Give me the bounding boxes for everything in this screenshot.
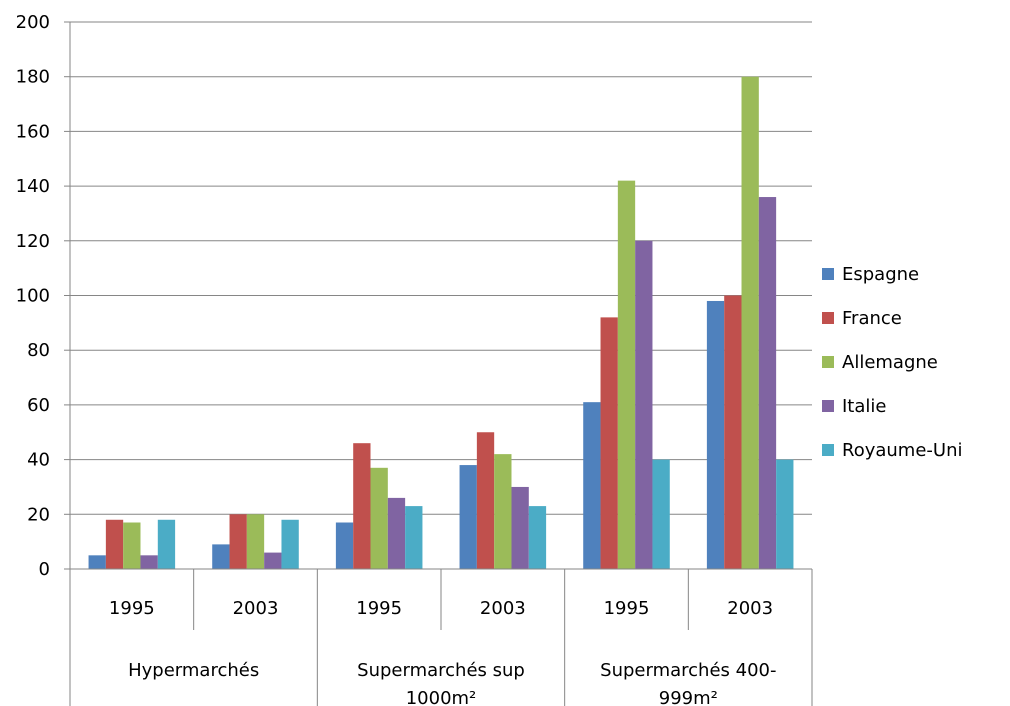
axes [64, 21, 813, 706]
bar-espagne [706, 300, 725, 569]
y-tick-label: 160 [16, 121, 50, 142]
legend-swatch [822, 268, 834, 280]
bar-royaume-uni [281, 519, 299, 569]
bar-italie [264, 552, 282, 569]
y-tick-label: 80 [27, 340, 50, 361]
x-year-label: 1995 [604, 598, 650, 619]
legend-label: Allemagne [842, 352, 938, 373]
y-tick-label: 120 [16, 231, 50, 252]
x-group-label: Supermarchés 400- [600, 660, 776, 681]
bar-espagne [88, 555, 106, 569]
bar-royaume-uni [652, 459, 670, 569]
legend-label: France [842, 308, 902, 329]
bar-espagne [583, 402, 601, 569]
legend-label: Italie [842, 396, 886, 417]
x-year-label: 1995 [109, 598, 155, 619]
bar-france [353, 443, 371, 569]
bar-france [229, 514, 247, 569]
y-tick-label: 140 [16, 176, 50, 197]
bar-allemagne [123, 522, 141, 569]
x-group-label: Hypermarchés [128, 660, 259, 681]
legend-swatch [822, 356, 834, 368]
y-tick-label: 40 [27, 450, 50, 471]
bar-italie [635, 240, 653, 570]
gridlines [70, 21, 812, 515]
bar-royaume-uni [157, 519, 176, 569]
bars [88, 76, 794, 570]
bar-allemagne [741, 76, 759, 569]
y-tick-label: 180 [16, 67, 50, 88]
bar-italie [511, 486, 529, 569]
x-year-label: 2003 [233, 598, 279, 619]
bar-royaume-uni [776, 459, 794, 569]
bar-france [600, 317, 618, 569]
legend-label: Espagne [842, 264, 919, 285]
bar-france [476, 432, 495, 569]
legend-swatch [822, 444, 834, 456]
y-axis-tick-labels: 0 20 40 60 80 100 120 140 160 180 200 [16, 12, 50, 580]
y-tick-label: 200 [16, 12, 50, 33]
bar-royaume-uni [528, 506, 547, 569]
x-year-label: 2003 [727, 598, 773, 619]
bar-royaume-uni [405, 506, 423, 569]
y-tick-label: 0 [39, 559, 50, 580]
x-year-label: 2003 [480, 598, 526, 619]
bar-italie [140, 555, 158, 569]
x-group-label: 999m² [659, 688, 718, 706]
y-tick-label: 60 [27, 395, 50, 416]
bar-espagne [335, 522, 354, 569]
bar-france [724, 295, 742, 569]
bar-allemagne [494, 454, 512, 569]
bar-allemagne [370, 467, 388, 569]
bar-allemagne [246, 514, 265, 569]
x-group-label: Supermarchés sup [357, 660, 525, 681]
x-axis-labels: 1995 2003 Hypermarchés 1995 2003 Supermarchés… [109, 598, 777, 706]
bar-espagne [459, 465, 477, 569]
x-group-label: 1000m² [406, 688, 477, 706]
bar-italie [387, 497, 406, 569]
bar-espagne [212, 544, 230, 569]
y-tick-label: 20 [27, 504, 50, 525]
x-year-label: 1995 [356, 598, 402, 619]
legend-label: Royaume-Uni [842, 440, 963, 461]
bar-france [105, 519, 124, 569]
legend-swatch [822, 312, 834, 324]
legend-swatch [822, 400, 834, 412]
bar-italie [758, 197, 777, 570]
y-tick-label: 100 [16, 286, 50, 307]
legend: Espagne France Allemagne Italie Royaume-Uni [822, 264, 963, 461]
bar-allemagne [617, 180, 636, 569]
